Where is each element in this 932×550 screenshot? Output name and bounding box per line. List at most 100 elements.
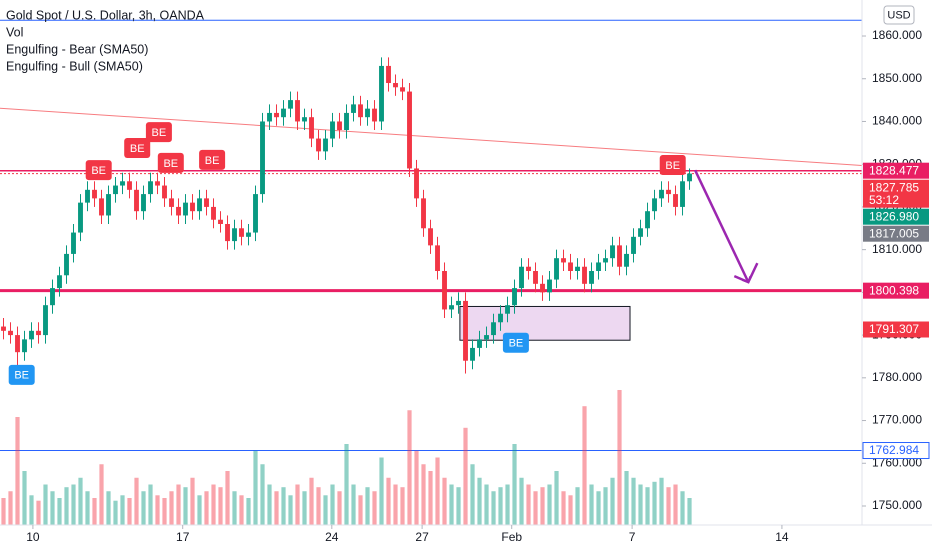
candle-body	[414, 168, 419, 199]
candle-body	[204, 198, 209, 207]
candle-body	[561, 258, 566, 263]
axis-layer: 1750.0001760.0001770.0001780.0001790.000…	[26, 28, 930, 544]
candle-body	[540, 283, 545, 293]
volume-bar	[148, 484, 153, 525]
range-box	[459, 305, 631, 341]
volume-bar	[309, 477, 314, 525]
volume-bar	[652, 481, 657, 525]
volume-bar	[106, 491, 111, 525]
candle-body	[358, 104, 363, 118]
volume-bar	[484, 484, 489, 525]
signal-badge	[199, 149, 226, 170]
currency-label[interactable]: USD	[887, 9, 910, 21]
volume-bar	[470, 464, 475, 525]
candle-body	[169, 198, 174, 207]
price-label-box	[863, 225, 929, 242]
volume-bar	[582, 406, 587, 525]
signal-badge	[659, 155, 686, 176]
candle-body	[456, 300, 461, 306]
volume-bar	[8, 491, 13, 525]
y-tick-label: 1770.000	[872, 413, 922, 427]
signal-badge	[157, 152, 184, 173]
candle-body	[393, 83, 398, 88]
candle-body	[449, 305, 454, 310]
volume-bar	[379, 457, 384, 525]
candle-body	[365, 108, 370, 118]
volume-bar	[533, 491, 538, 525]
volume-bar	[547, 484, 552, 525]
volume-bar	[428, 471, 433, 525]
volume-bar	[645, 487, 650, 525]
candle-body	[8, 330, 13, 336]
candle-body	[253, 194, 258, 233]
currency-badge[interactable]	[883, 5, 915, 25]
volume-bar	[218, 487, 223, 525]
volume-bar	[155, 495, 160, 525]
volume-bar	[197, 495, 202, 525]
legend-entry: Engulfing - Bull (SMA50)	[6, 59, 143, 73]
y-tick-label: 1810.000	[872, 242, 922, 256]
candle-body	[274, 112, 279, 118]
candle-body	[435, 245, 440, 272]
volume-bar	[295, 484, 300, 525]
price-label: 1762.984	[869, 443, 919, 457]
candle-body	[624, 253, 629, 267]
candle-body	[379, 65, 384, 122]
candle-body	[484, 335, 489, 340]
signal-label: BE	[163, 158, 178, 170]
y-tick-label: 1780.000	[872, 370, 922, 384]
volume-bar	[344, 444, 349, 525]
candle-body	[323, 138, 328, 152]
volume-bar	[400, 487, 405, 525]
signal-badge	[85, 160, 112, 181]
volume-bar	[99, 464, 104, 525]
volume-bar	[610, 477, 615, 525]
volume-bar	[127, 498, 132, 525]
price-label-box	[863, 179, 929, 208]
volume-bar	[183, 487, 188, 525]
volume-bar	[421, 464, 426, 525]
legend-entry: Vol	[6, 25, 23, 39]
volume-bar	[666, 487, 671, 525]
candle-body	[85, 189, 90, 203]
candle-body	[498, 313, 503, 323]
countdown-label: 53:12	[869, 193, 899, 207]
candle-body	[645, 211, 650, 229]
candle-body	[1, 326, 6, 331]
volume-bar	[15, 417, 20, 525]
candle-body	[127, 181, 132, 190]
volume-bar	[232, 491, 237, 525]
candle-body	[554, 258, 559, 280]
candle-body	[337, 121, 342, 131]
x-tick-label: 7	[629, 530, 636, 544]
candle-body	[309, 117, 314, 139]
candle-body	[491, 322, 496, 336]
volume-bar	[596, 491, 601, 525]
candle-body	[652, 198, 657, 212]
candle-body	[162, 185, 167, 199]
candle-body	[533, 271, 538, 284]
trend-line	[0, 107, 862, 166]
volume-bar	[680, 491, 685, 525]
candle-body	[15, 335, 20, 353]
volume-bar	[281, 487, 286, 525]
x-tick-label: 27	[415, 530, 429, 544]
price-label-box	[863, 162, 929, 179]
candle-body	[687, 173, 692, 182]
x-tick-label: 14	[775, 530, 789, 544]
signal-label: BE	[665, 160, 680, 172]
volume-bar	[407, 410, 412, 525]
volume-bar	[78, 477, 83, 525]
candle-body	[281, 108, 286, 118]
projection-arrow	[693, 169, 748, 282]
candle-body	[442, 271, 447, 310]
volume-bar	[575, 487, 580, 525]
candle-body	[141, 194, 146, 212]
volume-bar	[260, 464, 265, 525]
volume-bar	[253, 450, 258, 525]
candle-body	[610, 245, 615, 259]
candle-body	[36, 330, 41, 336]
volume-bar	[239, 495, 244, 525]
volume-bar	[617, 390, 622, 525]
candle-body	[407, 91, 412, 169]
